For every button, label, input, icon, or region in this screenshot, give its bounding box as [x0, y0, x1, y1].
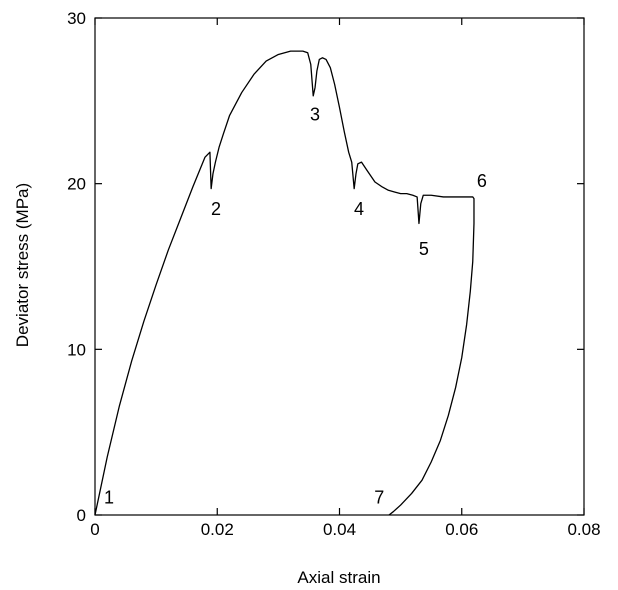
point-label-4: 4 — [354, 199, 364, 219]
y-axis-title: Deviator stress (MPa) — [13, 183, 32, 347]
x-axis-title: Axial strain — [297, 568, 380, 587]
x-tick-label: 0.06 — [445, 520, 478, 539]
y-tick-label: 10 — [67, 340, 86, 359]
annotation-layer: 1 2 3 4 5 6 7 — [104, 105, 487, 508]
point-label-1: 1 — [104, 487, 114, 507]
x-tick-label: 0.04 — [323, 520, 356, 539]
point-label-3: 3 — [310, 105, 320, 125]
y-axis-ticks: 0 10 20 30 — [67, 9, 584, 525]
y-tick-label: 20 — [67, 175, 86, 194]
series-layer — [94, 50, 475, 516]
point-label-6: 6 — [477, 171, 487, 191]
x-axis-ticks: 0 0.02 0.04 0.06 0.08 — [90, 18, 601, 539]
point-label-7: 7 — [374, 487, 384, 507]
x-tick-label: 0.08 — [567, 520, 600, 539]
point-label-2: 2 — [211, 199, 221, 219]
stress-strain-curve — [94, 50, 475, 516]
point-label-5: 5 — [419, 239, 429, 259]
x-tick-label: 0.02 — [201, 520, 234, 539]
x-tick-label: 0 — [90, 520, 99, 539]
plot-frame — [94, 17, 585, 516]
plot-border — [94, 17, 585, 516]
y-tick-label: 30 — [67, 9, 86, 28]
y-tick-label: 0 — [77, 506, 86, 525]
